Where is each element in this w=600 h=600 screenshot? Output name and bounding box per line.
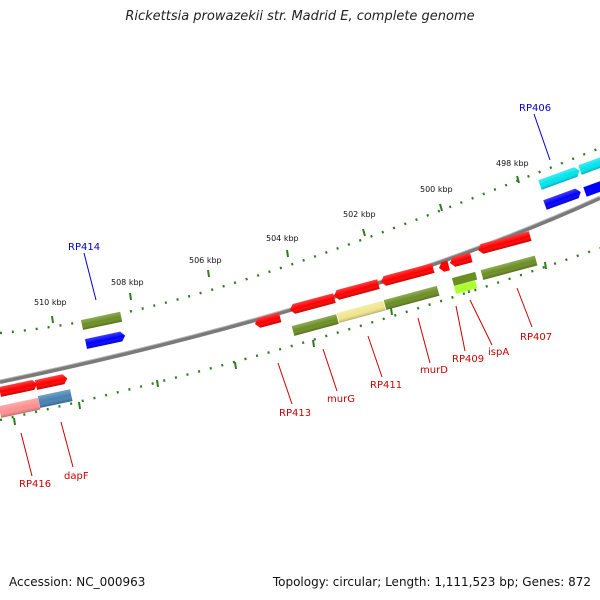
gene-red-upper-1[interactable] [289,293,336,315]
gene-red-small-2[interactable] [449,252,473,267]
gene-red-left-1[interactable] [0,379,38,397]
label-murD: murD [420,365,448,376]
gene-dapF[interactable] [37,389,73,408]
gene-red-left-2[interactable] [34,373,68,390]
gene-red-upper-4[interactable] [477,231,532,255]
scale-label-500: 500 kbp [420,185,453,194]
genome-backbone [0,196,600,384]
scale-label-508: 508 kbp [111,278,144,287]
gene-red-upper-3[interactable] [380,263,435,287]
gene-red-small-1[interactable] [438,260,450,273]
major-ticks-outer [51,175,520,324]
label-RP416: RP416 [19,479,51,490]
label-dapF: dapF [64,471,89,482]
scale-label-502: 502 kbp [343,210,376,219]
gene-red-upper-2[interactable] [333,279,380,301]
gene-ispA[interactable] [453,280,478,294]
gene-RP406-cyan[interactable] [538,166,581,190]
gene-RP409[interactable] [451,271,478,286]
label-RP409: RP409 [452,354,484,365]
gene-murD[interactable] [383,285,440,310]
gene-RP414-olive[interactable] [80,311,123,330]
scale-label-506: 506 kbp [189,256,222,265]
scale-label-498: 498 kbp [496,159,529,168]
scale-label-504: 504 kbp [266,234,299,243]
label-RP414: RP414 [68,242,100,253]
inner-tick-ring [0,246,600,422]
gene-RP407[interactable] [480,255,538,280]
gene-blue-right-1[interactable] [543,187,582,210]
gene-RP416[interactable] [0,397,41,418]
gene-murG[interactable] [291,314,339,336]
gene-cyan-right[interactable] [578,155,600,175]
accession-text: Accession: NC_000963 [9,575,146,589]
label-leaders [20,113,551,477]
gene-RP414-blue[interactable] [84,331,126,349]
label-murG: murG [327,394,355,405]
gene-blue-right-2[interactable] [583,180,600,197]
label-RP407: RP407 [520,332,552,343]
scale-label-510: 510 kbp [34,298,67,307]
gene-RP413[interactable] [254,312,282,328]
map-title: Rickettsia prowazekii str. Madrid E, com… [125,9,475,24]
label-ispA: ispA [488,347,509,358]
genome-stats-text: Topology: circular; Length: 1,111,523 bp… [272,575,591,589]
gene-RP411[interactable] [336,300,386,323]
label-RP406: RP406 [519,103,551,114]
label-RP411: RP411 [370,380,402,391]
label-RP413: RP413 [279,408,311,419]
